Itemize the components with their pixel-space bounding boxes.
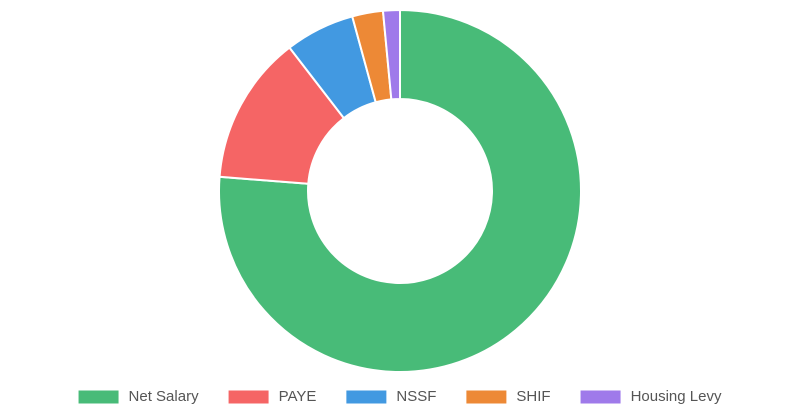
slice [381, 8, 401, 101]
legend-label: Housing Levy [631, 388, 722, 405]
legend-swatch [346, 390, 387, 404]
legend-label: Net Salary [129, 388, 200, 405]
legend-label: NSSF [396, 388, 436, 405]
legend-swatch [78, 390, 119, 404]
legend-swatch [580, 390, 621, 404]
legend-label: PAYE [279, 388, 317, 405]
legend-swatch [466, 390, 507, 404]
donut [218, 8, 582, 373]
slice [218, 8, 582, 373]
legend-label: SHIF [516, 388, 550, 405]
legend-swatch [228, 390, 269, 404]
legend: Net Salary PAYE NSSF SHIF Housing Levy [78, 388, 722, 405]
